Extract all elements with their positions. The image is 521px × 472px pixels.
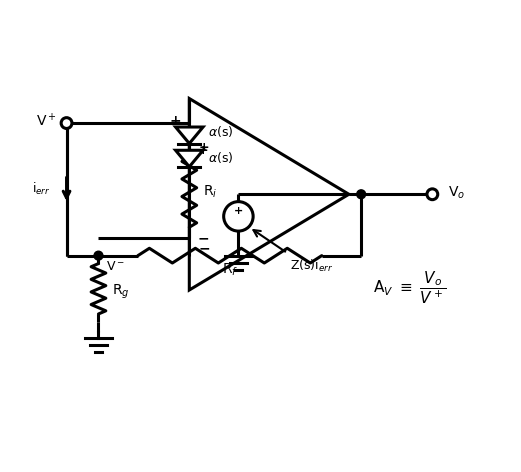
Text: +: +	[234, 206, 243, 216]
Circle shape	[94, 251, 103, 260]
Circle shape	[357, 190, 366, 199]
Text: +: +	[199, 141, 209, 154]
Text: $\alpha$(s): $\alpha$(s)	[208, 150, 233, 165]
Text: A$_V$ $\equiv$ $\dfrac{V_o}{V^+}$: A$_V$ $\equiv$ $\dfrac{V_o}{V^+}$	[374, 269, 448, 306]
Text: R$_g$: R$_g$	[112, 283, 130, 301]
Text: i$_{err}$: i$_{err}$	[32, 181, 51, 197]
Text: V$^-$: V$^-$	[106, 260, 125, 273]
Text: R$_f$: R$_f$	[221, 261, 238, 278]
Polygon shape	[176, 150, 203, 167]
Text: Z(s)i$_{err}$: Z(s)i$_{err}$	[290, 258, 333, 274]
Text: $\alpha$(s): $\alpha$(s)	[208, 124, 233, 139]
Text: +: +	[198, 143, 208, 157]
Text: +: +	[170, 114, 181, 127]
Text: V$^+$: V$^+$	[35, 112, 56, 129]
Circle shape	[427, 189, 438, 200]
Circle shape	[224, 202, 253, 231]
Polygon shape	[176, 127, 203, 143]
Text: −: −	[198, 241, 210, 255]
Text: R$_i$: R$_i$	[203, 184, 217, 200]
Circle shape	[61, 118, 72, 128]
Text: −: −	[197, 231, 209, 245]
Text: V$_o$: V$_o$	[448, 184, 465, 201]
